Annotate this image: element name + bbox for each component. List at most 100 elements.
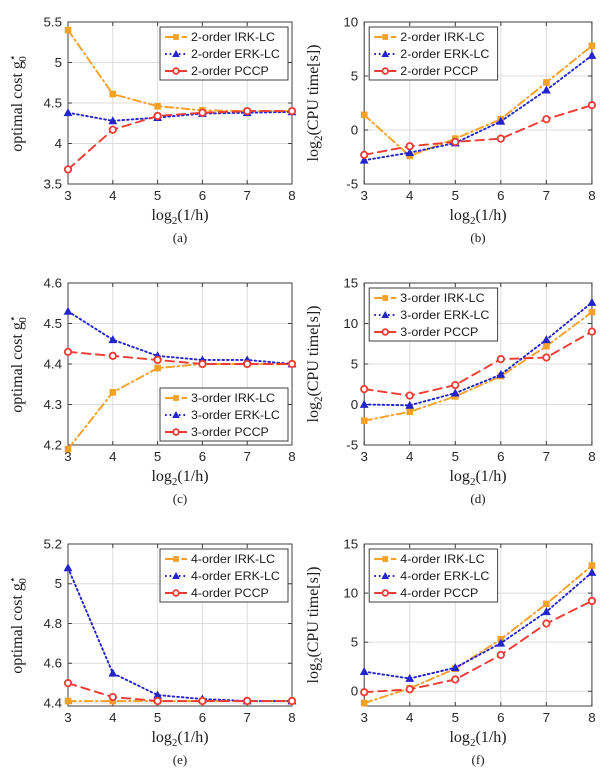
marker-pccp	[542, 115, 551, 124]
series-erk	[359, 297, 597, 409]
subplot-d: 3 4 5 6 7 8 -5 0 5 10 15 log2(1/h) log2(CPU time[s])…	[307, 261, 615, 522]
marker-pccp	[542, 619, 551, 628]
marker-pccp	[198, 108, 207, 117]
x-tick-label: 7	[243, 188, 250, 203]
x-tick-label: 6	[199, 188, 206, 203]
y-tick-label: 15	[343, 536, 358, 551]
x-tick-label: 5	[452, 188, 459, 203]
tick-marks	[363, 282, 593, 446]
marker-pccp	[153, 111, 162, 121]
marker-erk	[587, 567, 597, 576]
y-axis-label: optimal cost g⋆0	[7, 54, 29, 152]
x-tick-label: 3	[64, 449, 71, 464]
y-tick-label: 5	[55, 576, 62, 591]
y-tick-labels: -5 0 5 10 15	[343, 275, 358, 452]
x-tick-label: 3	[64, 710, 71, 725]
x-tick-label: 5	[452, 449, 459, 464]
series-line-erk	[363, 54, 593, 162]
legend-marker-pccp	[172, 67, 180, 75]
series-line-erk	[363, 301, 593, 407]
marker-pccp	[496, 355, 505, 364]
subplot-c: 3 4 5 6 7 8 4.2 4.3 4.4 4.5 4.6 log2(1/h) optimal co…	[0, 261, 307, 522]
series-line-pccp	[67, 682, 293, 702]
subplot-caption: (e)	[173, 752, 187, 767]
x-tick-label: 4	[406, 710, 414, 725]
x-axis-label: log2(1/h)	[449, 729, 506, 749]
chart-e: 3 4 5 6 7 8 4.4 4.6 4.8 5 5.2 log2(1/h) optimal cost…	[7, 536, 297, 767]
marker-pccp	[451, 380, 460, 390]
marker-erk	[63, 563, 73, 572]
marker-pccp	[243, 696, 252, 706]
y-tick-label: 4.5	[44, 316, 63, 331]
y-tick-label: 4.2	[44, 437, 63, 452]
marker-erk	[450, 663, 460, 672]
marker-erk	[153, 690, 162, 699]
x-tick-label: 4	[406, 188, 414, 203]
y-tick-label: 10	[343, 14, 358, 29]
chart-b: 3 4 5 6 7 8 -5 0 5 10 log2(1/h) log2(CPU time[s]) (b…	[307, 14, 597, 245]
legend-marker-erk	[172, 410, 180, 418]
marker-pccp	[451, 675, 460, 684]
x-tick-labels: 3 4 5 6 7 8	[64, 188, 295, 203]
legend-label-irk: 4-order IRK-LC	[400, 552, 484, 566]
marker-erk	[108, 116, 118, 125]
marker-erk	[496, 369, 506, 378]
marker-erk	[541, 85, 551, 94]
marker-erk	[359, 399, 369, 408]
legend-label-irk: 3-order IRK-LC	[400, 291, 484, 305]
series-line-pccp	[67, 350, 293, 365]
legend-label-erk: 4-order ERK-LC	[191, 569, 280, 583]
marker-irk	[360, 699, 368, 707]
series-line-erk	[67, 310, 293, 365]
x-tick-label: 3	[360, 188, 367, 203]
marker-pccp	[542, 353, 551, 362]
marker-pccp	[360, 385, 369, 394]
subplot-caption: (a)	[173, 230, 187, 245]
x-tick-label: 3	[360, 449, 367, 464]
legend-marker-erk	[381, 310, 390, 318]
marker-erk	[359, 155, 369, 164]
chart-f: 3 4 5 6 7 8 0 5 10 15 log2(1/h) log2(CPU time[s]) (f…	[307, 536, 597, 767]
marker-irk	[588, 42, 596, 50]
marker-erk	[541, 607, 551, 616]
tick-marks	[363, 543, 593, 706]
marker-pccp	[587, 101, 597, 110]
marker-erk	[63, 108, 73, 117]
series-line-irk	[363, 564, 593, 705]
y-tick-labels: 4.4 4.6 4.8 5 5.2	[44, 536, 63, 710]
legend-label-erk: 3-order ERK-LC	[191, 408, 280, 422]
tick-marks	[67, 282, 293, 446]
legend-label-pccp: 3-order PCCP	[191, 425, 269, 439]
marker-erk	[587, 50, 597, 59]
marker-irk	[64, 445, 72, 453]
x-tick-label: 8	[288, 449, 295, 464]
subplot-e: 3 4 5 6 7 8 4.4 4.6 4.8 5 5.2 log2(1/h) optimal cost…	[0, 522, 307, 783]
y-tick-label: 4.4	[44, 356, 63, 371]
legend-marker-irk	[382, 556, 389, 562]
legend-marker-pccp	[381, 328, 389, 336]
legend-label-erk: 4-order ERK-LC	[400, 569, 489, 583]
x-axis-label: log2(1/h)	[151, 207, 208, 227]
x-tick-labels: 3 4 5 6 7 8	[64, 710, 295, 725]
x-tick-labels: 3 4 5 6 7 8	[360, 188, 595, 203]
legend-label-irk: 2-order IRK-LC	[400, 30, 484, 44]
x-tick-label: 6	[497, 710, 504, 725]
y-tick-label: 15	[343, 275, 358, 290]
marker-irk	[543, 342, 550, 350]
subplot-f: 3 4 5 6 7 8 0 5 10 15 log2(1/h) log2(CPU time[s]) (f…	[307, 522, 615, 783]
x-tick-labels: 3 4 5 6 7 8	[360, 449, 595, 464]
legend: 3-order IRK-LC 3-order ERK-LC 3-order PCCP	[368, 287, 499, 342]
series-pccp	[360, 596, 597, 697]
y-tick-label: 5	[351, 356, 358, 371]
series-line-pccp	[363, 599, 593, 694]
y-axis-label: optimal cost g⋆0	[7, 576, 29, 674]
legend-label-erk: 2-order ERK-LC	[191, 47, 280, 61]
y-axis-label: log2(CPU time[s])	[307, 567, 325, 684]
series-line-pccp	[363, 330, 593, 397]
legend-label-pccp: 4-order PCCP	[191, 586, 269, 600]
marker-pccp	[287, 107, 297, 116]
x-tick-labels: 3 4 5 6 7 8	[360, 710, 595, 725]
series-pccp	[360, 101, 597, 159]
marker-irk	[64, 697, 72, 705]
